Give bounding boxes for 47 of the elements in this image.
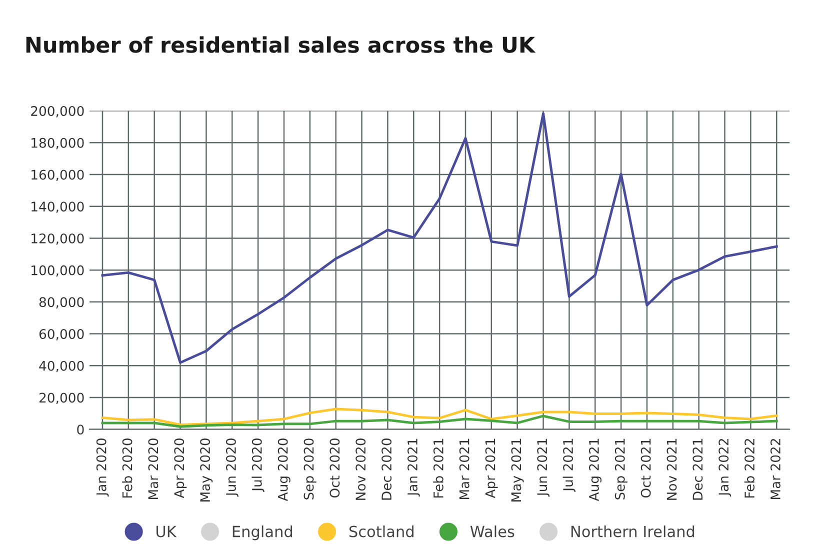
x-tick-label: Feb 2022 xyxy=(744,439,755,498)
line-series xyxy=(101,414,778,428)
y-tick-label: 0 xyxy=(77,424,84,435)
x-tick-label: Jun 2020 xyxy=(226,438,238,497)
y-tick-label: 40,000 xyxy=(39,360,84,372)
x-tick-label: May 2021 xyxy=(511,438,524,502)
x-tick-label: Nov 2020 xyxy=(356,438,366,500)
x-tick-label: Apr 2020 xyxy=(174,438,187,498)
legend-label: Scotland xyxy=(349,525,414,538)
line-series xyxy=(101,408,778,426)
y-tick-label: 60,000 xyxy=(39,329,84,340)
x-tick-label: Apr 2021 xyxy=(485,438,498,498)
y-tick-label: 200,000 xyxy=(31,106,84,118)
x-tick-label: Dec 2021 xyxy=(692,438,703,500)
x-tick-label: Jan 2022 xyxy=(718,439,732,496)
line-series xyxy=(101,112,778,364)
legend-label: Northern Ireland xyxy=(571,525,694,538)
y-tick-label: 180,000 xyxy=(32,138,84,150)
x-tick-label: May 2020 xyxy=(200,438,213,502)
x-tick-label: Dec 2020 xyxy=(382,438,392,500)
x-tick-label: Feb 2020 xyxy=(122,438,132,498)
x-tick-label: Aug 2020 xyxy=(278,438,290,502)
y-tick-label: 120,000 xyxy=(32,233,84,245)
y-tick-label: 20,000 xyxy=(39,392,84,404)
x-tick-label: Oct 2020 xyxy=(330,438,340,498)
x-tick-label: Nov 2021 xyxy=(666,438,677,500)
legend-label: England xyxy=(232,525,292,540)
x-tick-label: Mar 2020 xyxy=(148,438,158,500)
legend-label: Wales xyxy=(470,525,514,538)
y-tick-label: 160,000 xyxy=(32,170,84,182)
x-tick-label: Oct 2021 xyxy=(640,438,651,498)
y-tick-label: 80,000 xyxy=(39,297,84,308)
y-tick-label: 100,000 xyxy=(32,265,84,277)
x-tick-label: Sep 2021 xyxy=(614,438,628,500)
y-tick-label: 140,000 xyxy=(32,202,84,213)
x-tick-label: Mar 2022 xyxy=(770,439,780,500)
x-tick-label: Jul 2020 xyxy=(252,438,264,492)
x-tick-label: Sep 2020 xyxy=(304,438,316,500)
x-tick-label: Jan 2020 xyxy=(96,438,109,496)
x-tick-label: Feb 2021 xyxy=(433,438,444,498)
x-tick-label: Aug 2021 xyxy=(588,438,602,502)
chart-title: Number of residential sales across the UK xyxy=(26,36,536,53)
x-tick-label: Mar 2021 xyxy=(459,438,470,500)
x-tick-label: Jan 2021 xyxy=(407,438,420,496)
x-tick-label: Jul 2021 xyxy=(562,438,576,492)
legend-label: UK xyxy=(156,526,177,538)
x-tick-label: Jun 2021 xyxy=(537,438,550,497)
